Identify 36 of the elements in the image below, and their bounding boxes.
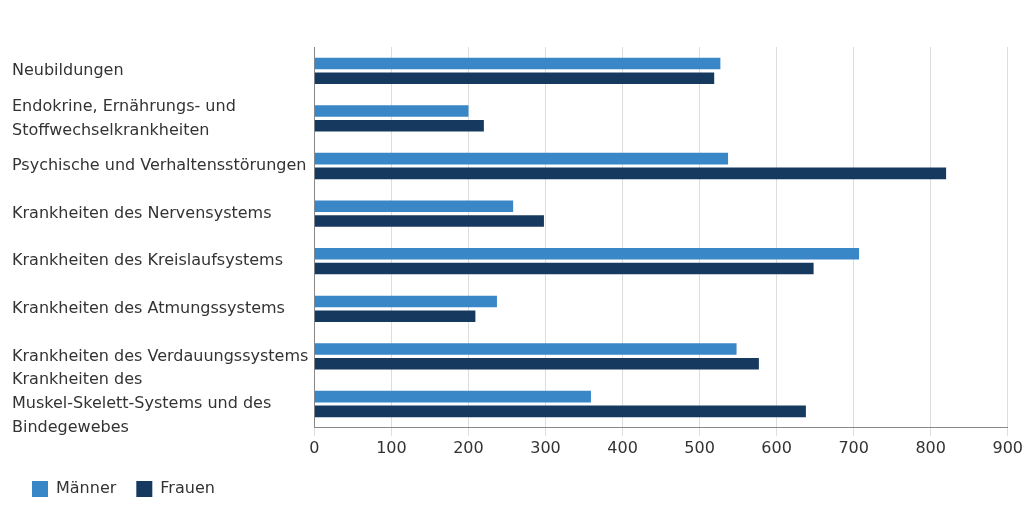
y-tick-label: Endokrine, Ernährungs- und Stoffwechselkrankheiten xyxy=(12,95,236,139)
x-tick-label: 600 xyxy=(761,437,792,457)
bar xyxy=(314,405,806,418)
x-tick-label: 100 xyxy=(376,437,407,457)
bar xyxy=(314,152,729,165)
y-tick-label: Psychische und Verhaltensstörungen xyxy=(12,155,307,175)
bar xyxy=(314,310,476,322)
y-tick-label: Krankheiten des Verdauungssystems xyxy=(12,345,309,365)
x-tick-label: 700 xyxy=(838,437,869,457)
x-tick-label: 500 xyxy=(684,437,715,457)
bar xyxy=(314,72,715,84)
y-tick-label: Neubildungen xyxy=(12,59,124,79)
legend-label: Männer xyxy=(56,478,117,498)
x-tick-label: 0 xyxy=(309,437,320,457)
x-tick-label: 300 xyxy=(530,437,561,457)
bar xyxy=(314,248,860,260)
y-tick-label: Krankheiten des Nervensystems xyxy=(12,202,272,222)
bar xyxy=(314,105,469,117)
bar xyxy=(314,215,544,227)
bar xyxy=(314,200,514,212)
bar xyxy=(314,343,737,355)
bar xyxy=(314,167,947,180)
y-tick-label: Krankheiten des Muskel-Skelett-Systems und des Bindegewebes xyxy=(12,369,272,437)
bar xyxy=(314,358,759,370)
y-tick-label: Krankheiten des Kreislaufsystems xyxy=(12,250,284,270)
bar xyxy=(314,120,484,132)
y-tick-label: Krankheiten des Atmungssystems xyxy=(12,297,285,317)
x-tick-label: 400 xyxy=(607,437,638,457)
bar xyxy=(314,295,497,308)
bar xyxy=(314,390,591,403)
legend-label: Frauen xyxy=(160,478,215,498)
bar xyxy=(314,57,721,70)
x-tick-label: 900 xyxy=(992,437,1023,457)
x-tick-label: 200 xyxy=(453,437,484,457)
x-tick-label: 800 xyxy=(915,437,946,457)
bar xyxy=(314,262,814,275)
